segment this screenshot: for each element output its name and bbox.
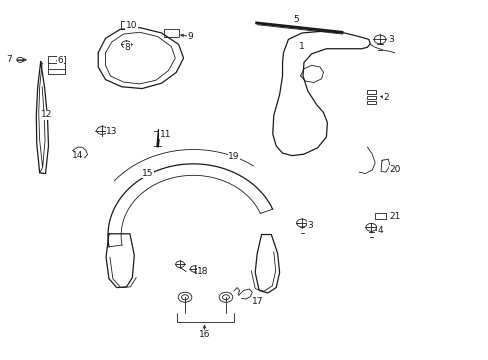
Bar — [366, 101, 375, 104]
Text: 12: 12 — [41, 110, 53, 119]
Bar — [47, 55, 65, 74]
Text: 7: 7 — [6, 55, 12, 64]
Text: 3: 3 — [307, 221, 312, 230]
Text: 14: 14 — [72, 151, 83, 160]
Text: 2: 2 — [382, 93, 388, 102]
Bar — [366, 90, 375, 94]
Text: 11: 11 — [160, 130, 171, 139]
Text: 9: 9 — [186, 32, 192, 41]
Text: 20: 20 — [388, 166, 400, 175]
Text: 1: 1 — [299, 42, 305, 51]
Text: 17: 17 — [252, 297, 264, 306]
Text: 21: 21 — [388, 212, 400, 221]
Text: 13: 13 — [106, 127, 118, 136]
Bar — [374, 213, 385, 219]
Text: 18: 18 — [197, 267, 208, 276]
Text: 3: 3 — [387, 35, 393, 44]
Bar — [163, 30, 178, 37]
Text: 10: 10 — [125, 21, 137, 30]
Text: 4: 4 — [376, 226, 382, 235]
Text: 5: 5 — [292, 15, 298, 24]
Bar — [366, 96, 375, 99]
Text: 16: 16 — [198, 330, 210, 339]
Text: 15: 15 — [142, 169, 153, 178]
Text: 6: 6 — [57, 57, 63, 66]
Text: 19: 19 — [227, 152, 239, 161]
Bar — [121, 21, 135, 29]
Text: 8: 8 — [124, 43, 130, 52]
